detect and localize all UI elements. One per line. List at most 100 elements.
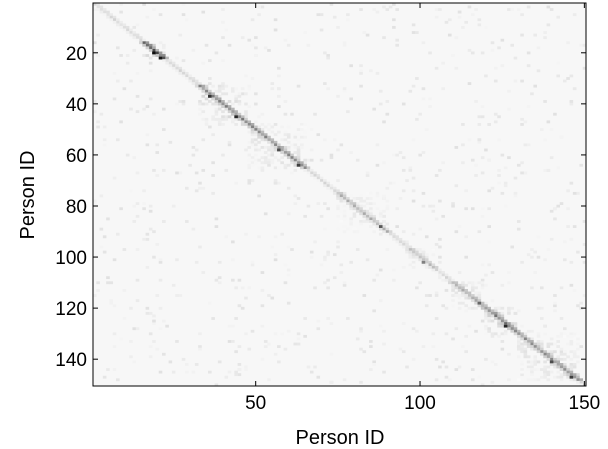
heatmap-cell	[323, 51, 327, 55]
heatmap-cell	[507, 89, 511, 93]
heatmap-diagonal-cell	[480, 301, 485, 305]
heatmap-cell	[234, 286, 238, 290]
heatmap-diagonal-cell	[447, 276, 452, 280]
heatmap-cell	[296, 148, 301, 152]
heatmap-cell	[326, 207, 330, 211]
heatmap-diagonal-cell	[109, 13, 114, 17]
heatmap-cell	[372, 214, 376, 218]
heatmap-cell	[536, 342, 541, 346]
heatmap-cell	[520, 373, 524, 377]
heatmap-cell	[549, 128, 554, 131]
heatmap-diagonal-cell	[359, 209, 363, 213]
heatmap-cell	[260, 5, 265, 9]
heatmap-diagonal-cell	[194, 82, 199, 85]
heatmap-diagonal-cell	[516, 332, 521, 336]
heatmap-cell	[382, 342, 386, 346]
heatmap-cell	[185, 220, 189, 223]
heatmap-cell	[520, 161, 524, 165]
heatmap-diagonal-cell	[365, 212, 370, 216]
heatmap-cell	[267, 161, 271, 165]
heatmap-diagonal-cell	[520, 337, 524, 341]
heatmap-cell	[221, 115, 225, 119]
heatmap-diagonal-cell	[500, 322, 505, 326]
heatmap-cell	[135, 248, 140, 251]
heatmap-diagonal-cell	[125, 25, 130, 29]
heatmap-cell	[96, 54, 100, 57]
heatmap-diagonal-cell	[487, 306, 491, 310]
heatmap-cell	[467, 5, 472, 9]
heatmap-cell	[326, 250, 330, 254]
heatmap-cell	[231, 240, 235, 244]
heatmap-cell	[273, 258, 278, 262]
heatmap-cell	[342, 225, 347, 228]
heatmap-cell	[510, 322, 514, 326]
heatmap-diagonal-cell	[293, 158, 298, 162]
heatmap-cell	[135, 278, 140, 282]
heatmap-diagonal-cell	[441, 276, 445, 280]
heatmap-cell	[244, 332, 248, 336]
heatmap-cell	[237, 102, 242, 106]
heatmap-cell	[487, 123, 491, 126]
heatmap-cell	[283, 281, 288, 285]
heatmap-diagonal-cell	[237, 117, 242, 121]
heatmap-cell	[309, 158, 314, 162]
heatmap-cell	[135, 110, 140, 114]
heatmap-diagonal-cell	[329, 189, 334, 193]
heatmap-cell	[470, 288, 475, 292]
heatmap-diagonal-cell	[431, 268, 436, 272]
heatmap-cell	[572, 332, 577, 336]
heatmap-diagonal-cell	[323, 179, 327, 183]
heatmap-diagonal-cell	[277, 143, 281, 147]
heatmap-cell	[116, 378, 120, 382]
heatmap-diagonal-cell	[181, 74, 186, 78]
heatmap-cell	[96, 33, 100, 37]
heatmap-cell	[520, 350, 524, 354]
heatmap-cell	[227, 100, 232, 103]
heatmap-diagonal-cell	[214, 97, 219, 101]
heatmap-diagonal-cell	[484, 304, 488, 308]
heatmap-cell	[198, 345, 202, 348]
heatmap-cell	[533, 84, 537, 88]
heatmap-cell	[129, 306, 133, 310]
heatmap-diagonal-cell	[211, 97, 215, 101]
heatmap-diagonal-cell	[214, 94, 219, 98]
heatmap-cell	[556, 357, 561, 361]
heatmap-cell	[260, 357, 265, 361]
heatmap-cell	[484, 357, 488, 361]
heatmap-cell	[293, 135, 298, 139]
heatmap-cell	[257, 13, 261, 17]
heatmap-cell	[526, 355, 531, 359]
heatmap-cell	[480, 214, 485, 218]
heatmap-diagonal-cell	[99, 8, 104, 11]
heatmap-cell	[300, 125, 304, 129]
heatmap-diagonal-cell	[359, 207, 363, 211]
heatmap-diagonal-cell	[303, 163, 307, 167]
heatmap-cell	[273, 253, 278, 257]
heatmap-cell	[418, 250, 422, 254]
heatmap-diagonal-cell	[470, 296, 475, 300]
heatmap-diagonal-cell	[168, 59, 173, 63]
heatmap-cell	[342, 41, 347, 45]
heatmap-cell	[162, 128, 166, 131]
heatmap-cell	[208, 370, 212, 374]
heatmap-cell	[286, 133, 291, 137]
heatmap-cell	[480, 286, 485, 290]
heatmap-cell	[303, 130, 307, 134]
heatmap-cell	[93, 202, 97, 206]
heatmap-diagonal-cell	[231, 107, 235, 111]
heatmap-cell	[342, 204, 347, 208]
heatmap-cell	[152, 54, 156, 57]
heatmap-cell	[346, 227, 350, 231]
heatmap-cell	[408, 89, 413, 93]
heatmap-diagonal-cell	[375, 225, 380, 228]
heatmap-cell	[569, 357, 574, 361]
heatmap-cell	[408, 166, 413, 170]
heatmap-cell	[306, 43, 311, 47]
heatmap-cell	[516, 309, 521, 313]
heatmap-cell	[96, 125, 100, 129]
heatmap-cell	[168, 140, 173, 144]
heatmap-cell	[112, 71, 117, 75]
heatmap-diagonal-cell	[424, 258, 429, 262]
heatmap-cell	[530, 248, 534, 251]
heatmap-cell	[421, 87, 426, 91]
